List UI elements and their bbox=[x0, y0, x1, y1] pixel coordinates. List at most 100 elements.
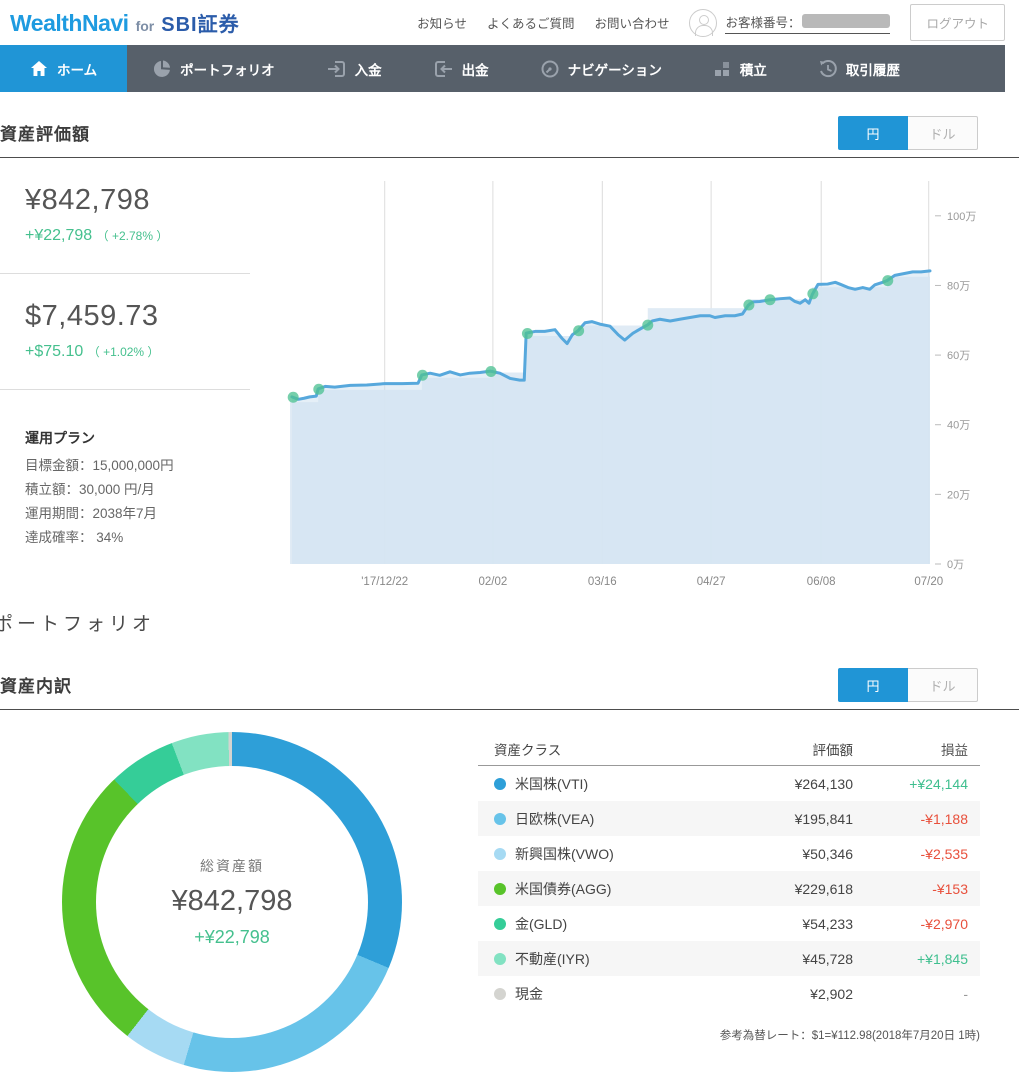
toggle-yen-button-2[interactable]: 円 bbox=[838, 668, 908, 702]
tab-home[interactable]: ホーム bbox=[0, 45, 128, 92]
svg-text:80万: 80万 bbox=[947, 280, 970, 292]
svg-text:07/20: 07/20 bbox=[914, 576, 943, 588]
col-asset-class: 資産クラス bbox=[494, 742, 562, 758]
svg-text:20万: 20万 bbox=[947, 489, 970, 501]
tab-withdraw-label: 出金 bbox=[461, 62, 489, 78]
currency-toggle: 円 ドル bbox=[838, 116, 978, 150]
navigation-icon bbox=[541, 60, 559, 78]
asset-label: 現金 bbox=[494, 984, 723, 1004]
asset-name: 新興国株(VWO) bbox=[515, 845, 614, 862]
toggle-yen-button[interactable]: 円 bbox=[838, 116, 908, 150]
deposit-icon bbox=[327, 60, 346, 78]
link-news[interactable]: お知らせ bbox=[417, 17, 467, 31]
link-faq[interactable]: よくあるご質問 bbox=[486, 17, 575, 31]
link-contact[interactable]: お問い合わせ bbox=[594, 17, 670, 31]
tab-tsumitate[interactable]: 積立 bbox=[688, 45, 793, 92]
breakdown-body: 総資産額 ¥842,798 +¥22,798 資産クラス 評価額 損益 米国株(… bbox=[0, 710, 1019, 1072]
asset-gain: +¥1,845 bbox=[917, 950, 968, 967]
usd-block: $7,459.73 +$75.10 （ +1.02% ） bbox=[0, 274, 250, 361]
svg-text:04/27: 04/27 bbox=[697, 576, 726, 588]
jpy-change-pct: （ +2.78% ） bbox=[96, 229, 169, 243]
asset-color-dot bbox=[494, 987, 506, 1000]
tab-deposit-label: 入金 bbox=[354, 62, 382, 78]
asset-value: ¥264,130 bbox=[794, 775, 853, 792]
col-valuation: 評価額 bbox=[812, 742, 854, 758]
plan-period: 運用期間：2038年7月 bbox=[25, 506, 158, 521]
portfolio-heading: ポートフォリオ bbox=[0, 614, 156, 635]
performance-chart-area: 100万 80万 60万 40万 20万 0万 '17/12/22 02/02 03/16 04/… bbox=[270, 178, 980, 595]
plan-probability: 達成確率： 34% bbox=[25, 530, 124, 545]
tab-withdraw[interactable]: 出金 bbox=[408, 45, 515, 92]
breakdown-title: 資産内訳 bbox=[0, 677, 72, 696]
performance-chart: 100万 80万 60万 40万 20万 0万 '17/12/22 02/02 03/16 04/… bbox=[287, 181, 976, 588]
asset-label: 新興国株(VWO) bbox=[494, 844, 723, 864]
asset-value: ¥45,728 bbox=[802, 950, 853, 967]
tab-history[interactable]: 取引履歴 bbox=[793, 45, 926, 92]
asset-gain: -¥1,188 bbox=[920, 810, 968, 827]
svg-text:100万: 100万 bbox=[947, 211, 976, 223]
toggle-dollar-button-2[interactable]: ドル bbox=[908, 668, 978, 702]
tab-deposit[interactable]: 入金 bbox=[301, 45, 408, 92]
toggle-dollar-button[interactable]: ドル bbox=[908, 116, 978, 150]
asset-row: 米国株(VTI) ¥264,130 +¥24,144 bbox=[478, 766, 980, 801]
asset-value: ¥229,618 bbox=[794, 880, 853, 897]
valuation-header: 資産評価額 円 ドル bbox=[0, 108, 1019, 158]
asset-rows: 米国株(VTI) ¥264,130 +¥24,144 日欧株(VEA) ¥195,841… bbox=[478, 766, 980, 1011]
asset-name: 米国株(VTI) bbox=[515, 775, 589, 792]
pie-chart-icon bbox=[153, 60, 171, 78]
valuation-left-column: ¥842,798 +¥22,798 （ +2.78% ） $7,459.73 +… bbox=[0, 158, 250, 595]
total-assets-change: +¥22,798 bbox=[194, 927, 270, 947]
asset-name: 日欧株(VEA) bbox=[515, 810, 595, 827]
usd-total-amount: $7,459.73 bbox=[25, 300, 159, 332]
svg-text:03/16: 03/16 bbox=[588, 576, 617, 588]
tab-portfolio[interactable]: ポートフォリオ bbox=[127, 45, 301, 92]
plan-title: 運用プラン bbox=[25, 430, 95, 446]
total-assets-amount: ¥842,798 bbox=[171, 885, 293, 917]
tab-portfolio-label: ポートフォリオ bbox=[180, 62, 275, 78]
asset-color-dot bbox=[494, 917, 506, 930]
asset-row: 金(GLD) ¥54,233 -¥2,970 bbox=[478, 906, 980, 941]
asset-row: 現金 ¥2,902 - bbox=[478, 976, 980, 1011]
customer-number-link[interactable]: お客様番号： bbox=[725, 12, 891, 34]
jpy-change-value: +¥22,798 bbox=[25, 227, 93, 244]
asset-label: 米国債券(AGG) bbox=[494, 879, 723, 899]
tab-navigation[interactable]: ナビゲーション bbox=[515, 45, 688, 92]
asset-name: 金(GLD) bbox=[515, 915, 568, 932]
customer-number-redacted bbox=[802, 14, 891, 28]
exchange-rate-note: 参考為替レート：$1=¥112.98(2018年7月20日 1時) bbox=[719, 1030, 980, 1042]
svg-text:06/08: 06/08 bbox=[807, 576, 836, 588]
svg-text:60万: 60万 bbox=[947, 350, 970, 362]
divider bbox=[0, 389, 250, 390]
logout-button[interactable]: ログアウト bbox=[910, 4, 1005, 41]
asset-value: ¥195,841 bbox=[794, 810, 853, 827]
logo-partner: SBI証券 bbox=[161, 14, 240, 36]
total-assets-label: 総資産額 bbox=[200, 858, 264, 874]
customer-number-label: お客様番号： bbox=[725, 15, 801, 30]
asset-color-dot bbox=[494, 812, 506, 825]
user-avatar-icon bbox=[689, 8, 718, 37]
asset-gain: -¥2,970 bbox=[920, 915, 968, 932]
asset-gain: +¥24,144 bbox=[909, 775, 968, 792]
asset-color-dot bbox=[494, 952, 506, 965]
logo-brand: WealthNavi bbox=[10, 10, 129, 36]
valuation-title: 資産評価額 bbox=[0, 125, 90, 144]
home-icon bbox=[30, 60, 48, 77]
currency-toggle-2: 円 ドル bbox=[838, 668, 978, 702]
wealthnavi-logo[interactable]: WealthNavi for SBI証券 bbox=[10, 8, 240, 37]
usd-change-value: +$75.10 bbox=[25, 343, 84, 360]
asset-gain: - bbox=[963, 985, 968, 1002]
asset-color-dot bbox=[494, 882, 506, 895]
plan-monthly: 積立額：30,000 円/月 bbox=[25, 482, 155, 497]
asset-name: 米国債券(AGG) bbox=[515, 880, 612, 897]
asset-value: ¥2,902 bbox=[810, 985, 853, 1002]
usd-change-pct: （ +1.02% ） bbox=[87, 345, 160, 359]
account-area: お客様番号： bbox=[689, 8, 891, 37]
valuation-section: 資産評価額 円 ドル ¥842,798 +¥22,798 （ +2.78% ） … bbox=[0, 108, 1019, 595]
top-header: WealthNavi for SBI証券 お知らせ よくあるご質問 お問い合わせ… bbox=[0, 0, 1019, 45]
asset-color-dot bbox=[494, 847, 506, 860]
breakdown-section: 資産内訳 円 ドル 総資産額 ¥842,798 +¥22,798 資産クラス 評… bbox=[0, 660, 1019, 1072]
tab-navigation-label: ナビゲーション bbox=[567, 62, 662, 78]
donut-area: 総資産額 ¥842,798 +¥22,798 bbox=[0, 732, 478, 1072]
asset-label: 金(GLD) bbox=[494, 914, 723, 934]
tsumitate-blocks-icon bbox=[714, 60, 731, 77]
